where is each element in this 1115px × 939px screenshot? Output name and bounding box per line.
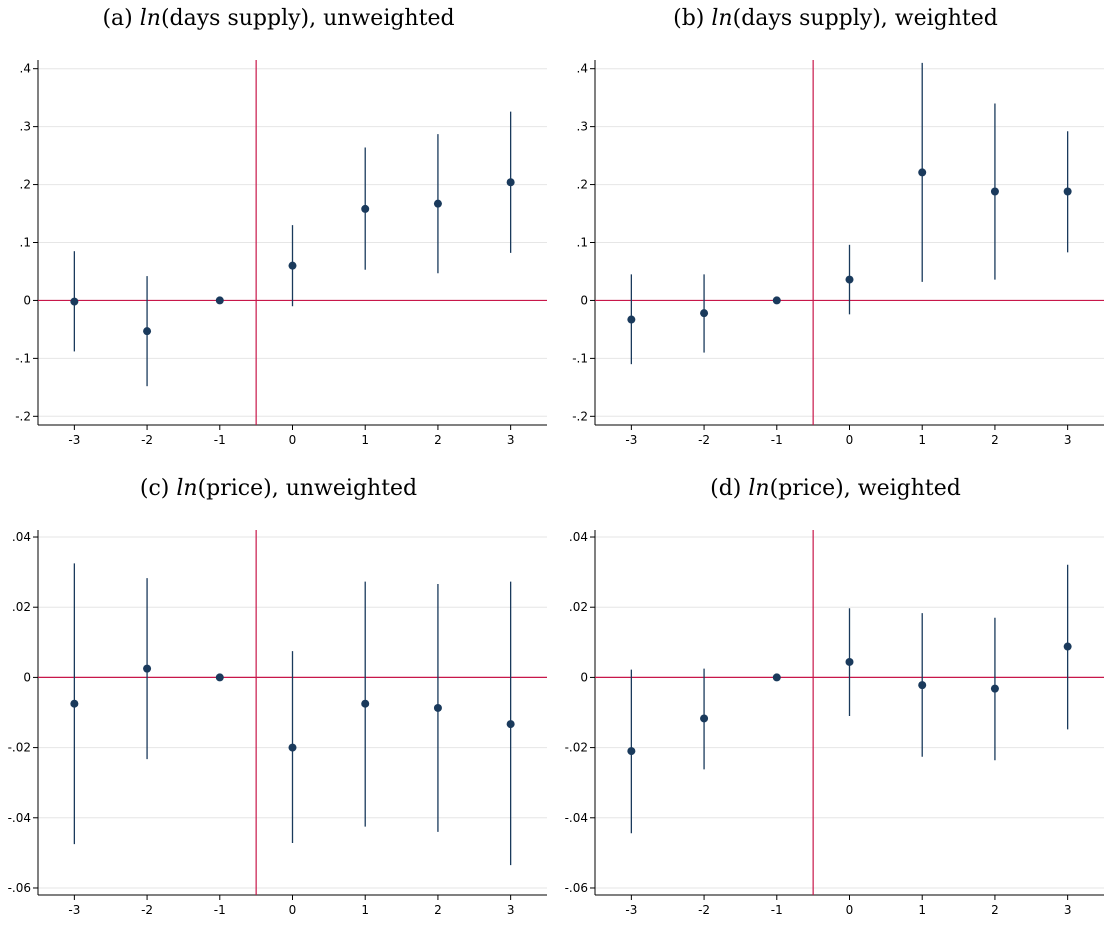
y-tick-label: .02 xyxy=(12,600,31,614)
x-tick-label: 3 xyxy=(1064,433,1072,447)
chart-svg: -.2 -.1 0 .1 .2 .3 .4 -3 -2 -1 0 1 2 3 xyxy=(572,60,1104,447)
point-estimate xyxy=(700,309,709,318)
x-tick-label: -2 xyxy=(698,433,710,447)
chart-title: (c) ln(price), unweighted xyxy=(139,476,418,501)
x-tick-label: 0 xyxy=(289,433,297,447)
chart-panel-b: (b) ln(days supply), weighted -.2 -.1 0 .1.… xyxy=(557,0,1114,469)
x-tick-label: 3 xyxy=(507,433,515,447)
point-estimate xyxy=(143,664,152,673)
point-estimate xyxy=(433,703,442,712)
point-estimate xyxy=(361,699,370,708)
chart-svg: -.06 -.04 -.02 0 .02 .04 -3 -2 -1 0 1 2 3 xyxy=(8,530,547,917)
x-tick-label: -1 xyxy=(771,903,783,917)
chart-panel-c: (c) ln(price), unweighted -.06 -.04 -.02 0.… xyxy=(0,470,557,939)
x-tick-label: 1 xyxy=(361,433,369,447)
y-tick-label: 0 xyxy=(23,293,31,307)
point-estimate xyxy=(70,297,79,306)
point-estimate xyxy=(627,315,636,324)
y-tick-label: .2 xyxy=(20,178,31,192)
point-estimate xyxy=(215,673,224,682)
point-estimate xyxy=(845,657,854,666)
y-tick-label: .1 xyxy=(577,236,588,250)
y-tick-label: .3 xyxy=(20,120,31,134)
y-tick-label: .4 xyxy=(577,62,588,76)
y-tick-label: 0 xyxy=(580,670,588,684)
x-tick-label: -3 xyxy=(68,903,80,917)
y-tick-label: -.06 xyxy=(8,881,31,895)
y-tick-label: -.1 xyxy=(15,351,31,365)
point-estimate xyxy=(918,681,927,690)
y-tick-label: .04 xyxy=(12,530,31,544)
chart-title: (d) ln(price), weighted xyxy=(710,476,961,501)
x-tick-label: 1 xyxy=(918,433,926,447)
chart-panel-d: (d) ln(price), weighted -.06 -.04 -.02 0 .02… xyxy=(557,470,1114,939)
point-estimate xyxy=(772,673,781,682)
point-estimate xyxy=(845,275,854,284)
point-estimate xyxy=(143,327,152,336)
x-tick-label: 3 xyxy=(1064,903,1072,917)
y-tick-label: 0 xyxy=(23,670,31,684)
y-tick-label: -.02 xyxy=(8,741,31,755)
x-tick-label: 1 xyxy=(361,903,369,917)
chart-panel-a: (a) ln(days supply), unweighted -.2 -.1 0.… xyxy=(0,0,557,469)
y-tick-label: -.04 xyxy=(565,811,588,825)
x-tick-label: -2 xyxy=(141,903,153,917)
y-tick-label: 0 xyxy=(580,293,588,307)
point-estimate xyxy=(700,714,709,723)
chart-title: (b) ln(days supply), weighted xyxy=(673,6,998,31)
y-tick-label: .3 xyxy=(577,120,588,134)
x-tick-label: -1 xyxy=(214,433,226,447)
x-tick-label: 0 xyxy=(846,903,854,917)
x-tick-label: -2 xyxy=(141,433,153,447)
x-tick-label: 0 xyxy=(289,903,297,917)
point-estimate xyxy=(288,743,297,752)
point-estimate xyxy=(772,296,781,305)
point-estimate xyxy=(361,204,370,213)
y-tick-label: .1 xyxy=(20,236,31,250)
y-tick-label: .02 xyxy=(569,600,588,614)
point-estimate xyxy=(1063,642,1072,651)
y-tick-label: .04 xyxy=(569,530,588,544)
x-tick-label: 3 xyxy=(507,903,515,917)
x-tick-label: -1 xyxy=(771,433,783,447)
chart-title: (a) ln(days supply), unweighted xyxy=(102,6,455,31)
x-tick-label: -1 xyxy=(214,903,226,917)
point-estimate xyxy=(1063,187,1072,196)
point-estimate xyxy=(506,178,515,187)
chart-svg: -.2 -.1 0 .1 .2 .3 .4 -3 -2 -1 0 1 2 3 xyxy=(15,60,547,447)
x-tick-label: 2 xyxy=(434,903,442,917)
point-estimate xyxy=(990,684,999,693)
point-estimate xyxy=(627,747,636,756)
y-tick-label: .2 xyxy=(577,178,588,192)
y-tick-label: .4 xyxy=(20,62,31,76)
y-tick-label: -.02 xyxy=(565,741,588,755)
y-tick-label: -.2 xyxy=(15,409,31,423)
point-estimate xyxy=(70,699,79,708)
point-estimate xyxy=(288,261,297,270)
x-tick-label: 0 xyxy=(846,433,854,447)
x-tick-label: -3 xyxy=(625,433,637,447)
chart-svg: -.06 -.04 -.02 0 .02 .04 -3 -2 -1 0 1 2 3 xyxy=(565,530,1104,917)
y-tick-label: -.06 xyxy=(565,881,588,895)
y-tick-label: -.04 xyxy=(8,811,31,825)
y-tick-label: -.2 xyxy=(572,409,588,423)
point-estimate xyxy=(990,187,999,196)
x-tick-label: -3 xyxy=(625,903,637,917)
point-estimate xyxy=(433,199,442,208)
y-tick-label: -.1 xyxy=(572,351,588,365)
point-estimate xyxy=(918,168,927,177)
x-tick-label: 1 xyxy=(918,903,926,917)
x-tick-label: 2 xyxy=(434,433,442,447)
x-tick-label: -2 xyxy=(698,903,710,917)
x-tick-label: 2 xyxy=(991,903,999,917)
x-tick-label: -3 xyxy=(68,433,80,447)
point-estimate xyxy=(506,720,515,729)
point-estimate xyxy=(215,296,224,305)
x-tick-label: 2 xyxy=(991,433,999,447)
